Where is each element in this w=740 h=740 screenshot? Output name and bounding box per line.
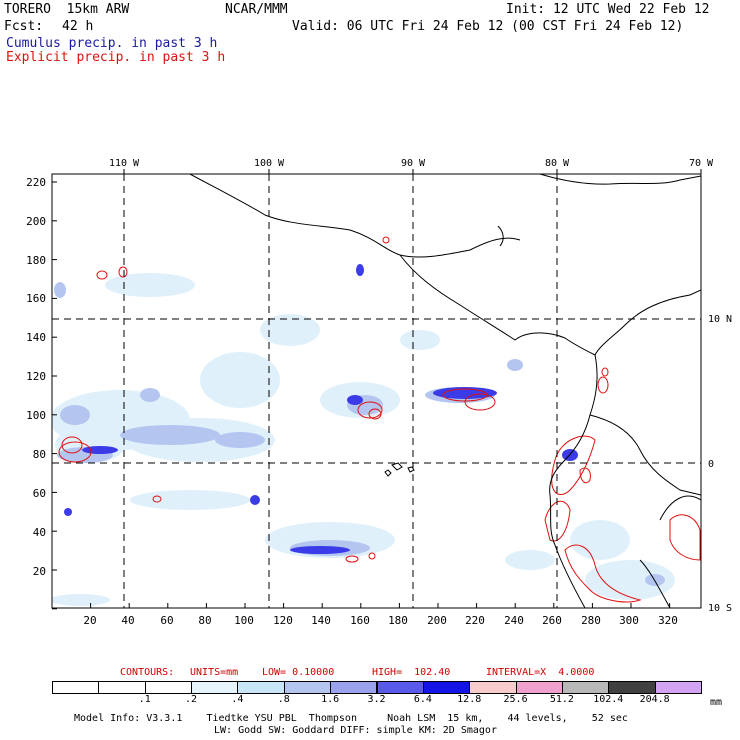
color-swatch: [98, 681, 146, 694]
lon-label: 100 W: [254, 158, 285, 169]
graticule: [52, 174, 701, 608]
lat-label: 0: [708, 459, 714, 470]
color-label: .1: [138, 694, 151, 705]
y-label: 80: [33, 448, 46, 461]
color-swatch: [52, 681, 100, 694]
color-label: .4: [231, 694, 244, 705]
contour-interval: INTERVAL=X 4.0000: [486, 667, 595, 678]
x-label: 260: [542, 614, 562, 627]
y-label: 220: [26, 176, 46, 189]
x-label: 180: [388, 614, 408, 627]
org-name: NCAR/MMM: [225, 2, 288, 17]
x-label: 320: [658, 614, 678, 627]
y-label: 40: [33, 526, 46, 539]
color-swatch: [237, 681, 285, 694]
lon-label: 90 W: [401, 158, 426, 169]
color-swatch: [608, 681, 656, 694]
x-label: 200: [427, 614, 447, 627]
model-info: Model Info: V3.3.1 Tiedtke YSU PBL Thomp…: [74, 713, 628, 724]
top-lon-labels: 110 W 100 W 90 W 80 W 70 W: [109, 158, 714, 169]
plot-frame: [51, 173, 702, 609]
color-swatch: [144, 681, 193, 694]
bottom-x-labels: 20 40 60 80 100 120 140 160 180 200 220 …: [83, 614, 678, 627]
y-label: 180: [26, 254, 46, 267]
color-swatch: [283, 681, 332, 694]
forecast-label: Fcst:: [4, 19, 44, 34]
lon-label: 80 W: [545, 158, 570, 169]
color-label: 1.6: [321, 694, 340, 705]
lon-label: 110 W: [109, 158, 140, 169]
color-swatch: [191, 681, 239, 694]
color-swatch: [515, 681, 563, 694]
legend-cumulus: Cumulus precip. in past 3 h: [6, 36, 218, 51]
color-swatch: [422, 681, 471, 694]
y-label: 100: [26, 409, 46, 422]
color-label: .2: [185, 694, 198, 705]
x-label: 40: [121, 614, 134, 627]
color-label: 25.6: [503, 694, 528, 705]
x-label: 220: [465, 614, 485, 627]
x-label: 160: [350, 614, 370, 627]
color-swatch: [376, 681, 424, 694]
x-label: 240: [504, 614, 524, 627]
model-name: TORERO 15km ARW: [4, 2, 130, 17]
physics-info: LW: Godd SW: Goddard DIFF: simple KM: 2D…: [214, 725, 497, 736]
init-time: Init: 12 UTC Wed 22 Feb 12: [506, 2, 710, 17]
y-label: 120: [26, 370, 46, 383]
color-label: 102.4: [593, 694, 624, 705]
lon-label: 70 W: [689, 158, 714, 169]
y-label: 140: [26, 331, 46, 344]
x-label: 20: [83, 614, 96, 627]
color-swatch: [330, 681, 378, 694]
color-label: 204.8: [639, 694, 670, 705]
x-label: 100: [234, 614, 254, 627]
contour-low: LOW= 0.10000: [262, 667, 335, 678]
valid-time: Valid: 06 UTC Fri 24 Feb 12 (00 CST Fri …: [292, 19, 684, 34]
x-label: 80: [198, 614, 211, 627]
lat-label: 10 N: [708, 314, 732, 325]
y-label: 20: [33, 565, 46, 578]
x-label: 140: [311, 614, 331, 627]
color-swatch: [654, 681, 702, 694]
y-label: 200: [26, 215, 46, 228]
contour-high: HIGH= 102.40: [372, 667, 451, 678]
axis-ticks: [51, 169, 702, 610]
coastlines: [189, 174, 701, 608]
color-label: 6.4: [413, 694, 432, 705]
colorbar-unit: mm: [710, 697, 723, 708]
precip-contours: [58, 236, 701, 603]
color-label: 51.2: [549, 694, 574, 705]
x-label: 120: [273, 614, 293, 627]
color-label: .8: [277, 694, 290, 705]
x-label: 60: [160, 614, 173, 627]
y-label: 160: [26, 292, 46, 305]
contour-label: CONTOURS:: [120, 667, 175, 678]
x-label: 280: [581, 614, 601, 627]
color-label: 3.2: [367, 694, 386, 705]
left-y-labels: 220 200 180 160 140 120 100 80 60 40 20: [26, 176, 46, 578]
color-label: 12.8: [457, 694, 482, 705]
legend-explicit: Explicit precip. in past 3 h: [6, 50, 226, 65]
color-swatch: [469, 681, 517, 694]
x-label: 300: [619, 614, 639, 627]
lat-label: 10 S: [708, 603, 732, 614]
right-lat-labels: 10 N 0 10 S: [708, 314, 732, 614]
color-swatch: [561, 681, 610, 694]
contour-units: UNITS=mm: [190, 667, 239, 678]
forecast-hour: 42 h: [62, 19, 94, 34]
y-label: 60: [33, 487, 46, 500]
